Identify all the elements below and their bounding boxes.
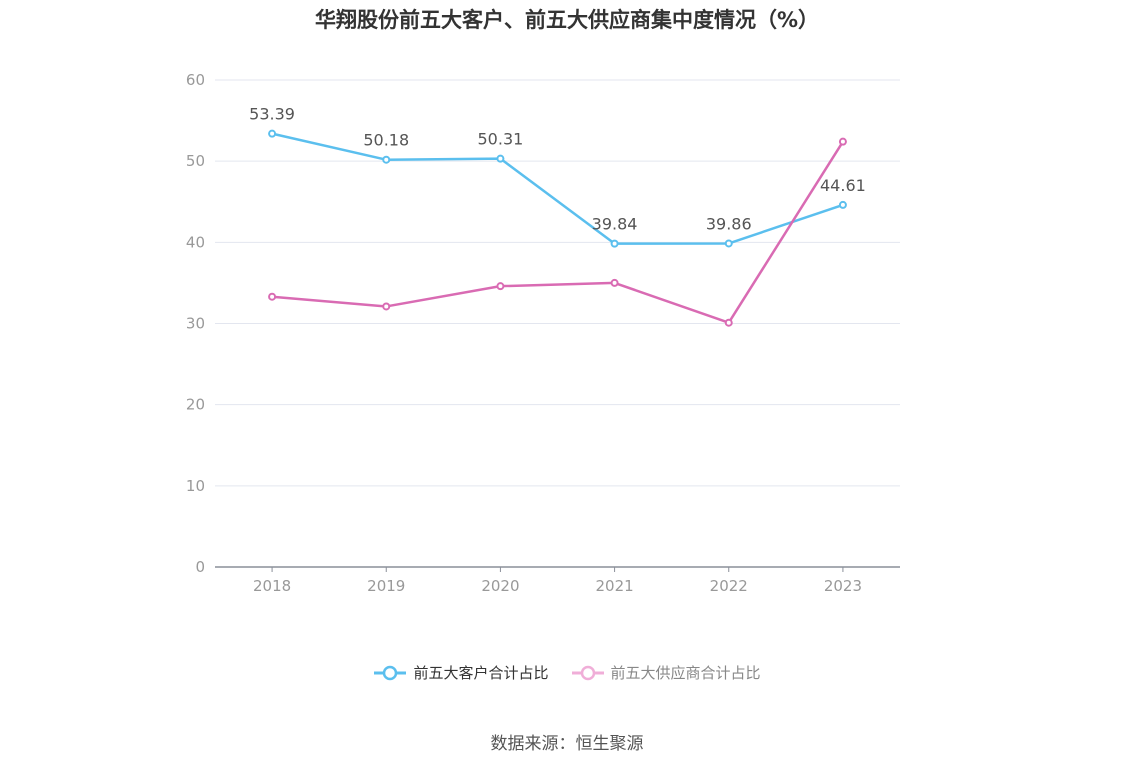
y-tick-label: 50 — [186, 152, 205, 170]
data-point — [610, 278, 619, 287]
data-label: 39.86 — [706, 214, 752, 233]
legend-line-circle-icon — [571, 665, 604, 680]
data-point — [838, 200, 847, 209]
series-line-0 — [271, 132, 844, 245]
data-point — [268, 129, 277, 138]
legend: 前五大客户合计占比 前五大供应商合计占比 — [0, 662, 1134, 683]
data-point — [838, 137, 847, 146]
legend-label-customers: 前五大客户合计占比 — [413, 664, 549, 682]
x-tick-label: 2021 — [595, 577, 633, 595]
data-point — [496, 282, 505, 291]
series-line-1 — [271, 141, 844, 324]
legend-label-suppliers: 前五大供应商合计占比 — [610, 664, 761, 682]
data-point — [610, 239, 619, 248]
series-lines — [268, 129, 847, 327]
data-label: 50.18 — [363, 131, 409, 150]
data-labels: 53.39 50.18 50.31 39.84 39.86 44.61 — [249, 105, 866, 234]
chart-title: 华翔股份前五大客户、前五大供应商集中度情况（%） — [314, 8, 820, 32]
x-tick-label: 2018 — [253, 577, 291, 595]
grid-lines — [215, 79, 900, 487]
y-tick-label: 10 — [186, 477, 205, 495]
legend-item-suppliers[interactable]: 前五大供应商合计占比 — [571, 662, 761, 683]
x-tick-label: 2023 — [824, 577, 862, 595]
data-label: 44.61 — [820, 176, 866, 195]
axes: 0 10 20 30 40 50 60 2018 2019 2020 2021 2022 2023 — [186, 71, 900, 595]
data-point — [724, 318, 733, 327]
legend-line-circle-icon — [374, 665, 407, 680]
x-tick-label: 2019 — [367, 577, 405, 595]
data-label: 50.31 — [478, 130, 524, 149]
legend-item-customers[interactable]: 前五大客户合计占比 — [373, 662, 549, 683]
data-label: 53.39 — [249, 105, 295, 124]
y-tick-label: 30 — [186, 315, 205, 333]
x-tick-label: 2022 — [710, 577, 748, 595]
data-label: 39.84 — [592, 215, 638, 234]
data-point — [268, 292, 277, 301]
data-point — [382, 155, 391, 164]
y-tick-label: 20 — [186, 396, 205, 414]
source-note: 数据来源：恒生聚源 — [490, 734, 644, 754]
y-tick-label: 0 — [195, 558, 205, 576]
data-point — [496, 154, 505, 163]
y-tick-label: 40 — [186, 233, 205, 251]
x-tick-label: 2020 — [481, 577, 519, 595]
data-point — [724, 239, 733, 248]
y-tick-label: 60 — [186, 71, 205, 89]
data-point — [382, 302, 391, 311]
